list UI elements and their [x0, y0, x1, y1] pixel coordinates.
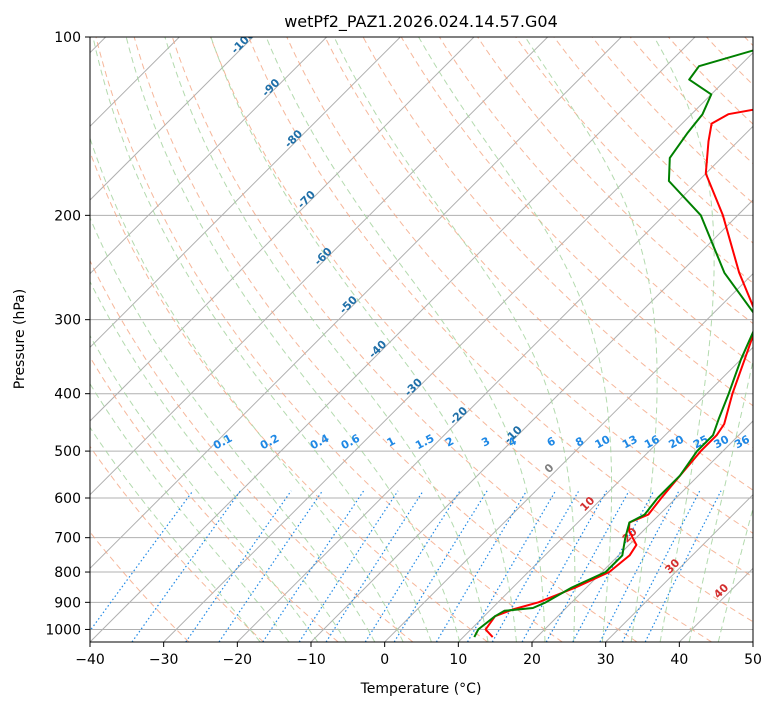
mixing-ratio-line [621, 490, 701, 642]
mixing-ratio-line [491, 490, 580, 642]
mixing-ratio-line [393, 490, 488, 642]
isotherm-line--90 [90, 37, 328, 275]
mixing-ratio-line [90, 490, 194, 632]
mixing-ratio-label: 30 [712, 433, 732, 452]
moist-adiabat-line [90, 136, 404, 642]
isotherm-line--60 [90, 37, 549, 496]
isotherm-line--70 [90, 37, 475, 422]
x-tick-label: −10 [296, 652, 326, 668]
y-tick-label: 700 [54, 531, 81, 547]
isotherm-line--20 [236, 125, 753, 642]
plot-frame [89, 36, 754, 643]
mixing-ratio-label: 20 [666, 433, 686, 452]
moist-adiabat-line [524, 37, 658, 642]
isotherm-line--100 [90, 37, 254, 201]
x-tick-label: −20 [223, 652, 253, 668]
mixing-ratio-line [545, 490, 630, 642]
dry-adiabat-line [324, 37, 753, 491]
y-tick-label: 600 [54, 491, 81, 507]
isotherm-line--30 [163, 51, 753, 642]
plot-area: -100-90-80-70-60-50-40-30-20-10 0.1 0.2 0.… [90, 37, 753, 642]
dry-adiabat-line [90, 445, 264, 642]
pressure-gridlines [90, 37, 753, 630]
moist-adiabat-line [653, 37, 715, 642]
isotherm-line-30 [605, 493, 753, 642]
y-tick-label: 800 [54, 565, 81, 581]
moist-adiabat-line [90, 334, 319, 642]
mixing-ratio-label: 13 [620, 433, 640, 452]
mixing-ratio-label: 16 [642, 433, 662, 452]
y-axis-ticks: 100 200 300 400 500 600 700 800 900 1000 [45, 30, 90, 638]
mixing-ratio-label: 10 [593, 433, 613, 452]
dry-adiabat-line [591, 37, 753, 204]
mixing-ratio-lines [90, 490, 722, 642]
x-tick-label: 0 [380, 652, 389, 668]
isotherm-line--80 [90, 37, 401, 349]
x-tick-label: 50 [744, 652, 762, 668]
isotherm-line-0 [384, 272, 753, 642]
moist-adiabat-line [688, 358, 753, 642]
isotherm-line-20 [531, 420, 753, 642]
moist-adiabat-line [164, 37, 489, 642]
mixing-ratio-line [131, 490, 241, 642]
x-axis-ticks: −40 −30 −20 −10 0 10 20 30 40 50 [75, 642, 762, 668]
dry-adiabat-line [362, 37, 753, 449]
moist-adiabat-line [125, 37, 461, 642]
isotherm-line--40 [90, 37, 696, 642]
dry-adiabat-line [477, 37, 753, 325]
isotherm-line--50 [90, 37, 622, 570]
temperature-profile-line [484, 108, 753, 638]
profile-series [473, 49, 753, 638]
moist-adiabat-line [92, 37, 432, 642]
mixing-ratio-line [599, 490, 680, 642]
moist-adiabat-line [90, 280, 347, 642]
y-axis-title: Pressure (hPa) [12, 289, 28, 389]
y-tick-label: 300 [54, 313, 81, 329]
x-tick-label: 40 [670, 652, 688, 668]
mixing-ratio-line [466, 490, 557, 642]
isotherm-line-10 [457, 346, 753, 642]
mixing-ratio-line [364, 490, 461, 642]
x-tick-label: −30 [149, 652, 179, 668]
y-tick-label: 500 [54, 444, 81, 460]
mixing-ratio-label: 36 [732, 433, 752, 452]
y-tick-label: 1000 [45, 622, 81, 638]
chart-title: wetPf2_PAZ1.2026.024.14.57.G04 [284, 12, 558, 32]
dry-adiabat-line [400, 37, 753, 407]
mixing-ratio-line [521, 490, 608, 642]
dry-adiabat-line [171, 37, 712, 642]
moist-adiabat-line [333, 37, 576, 642]
mixing-ratio-line [218, 490, 323, 642]
dry-adiabat-line [210, 37, 753, 623]
dry-adiabat-line [95, 37, 563, 642]
y-tick-label: 900 [54, 595, 81, 611]
dry-adiabat-line [90, 259, 414, 642]
dry-adiabat-lines [90, 37, 753, 642]
dry-adiabat-line [133, 37, 638, 642]
moist-adiabat-lines [90, 37, 753, 642]
moist-adiabat-line [90, 382, 290, 642]
moist-adiabat-line [90, 426, 261, 642]
dry-adiabat-line [248, 37, 753, 578]
moist-adiabat-line [717, 506, 753, 642]
y-tick-label: 200 [54, 208, 81, 224]
x-axis-title: Temperature (°C) [360, 681, 482, 697]
mixing-ratio-line [435, 490, 528, 642]
mixing-ratio-line [644, 490, 722, 642]
x-tick-label: 20 [523, 652, 541, 668]
moist-adiabat-line [210, 37, 517, 642]
dry-adiabat-line [629, 37, 753, 165]
x-tick-label: 10 [449, 652, 467, 668]
moist-adiabat-line [418, 37, 613, 642]
y-tick-label: 400 [54, 387, 81, 403]
y-tick-label: 100 [54, 30, 81, 46]
isotherm-lines [90, 37, 753, 642]
x-tick-label: 30 [597, 652, 615, 668]
dry-adiabat-line [515, 37, 753, 284]
moist-adiabat-line [90, 216, 376, 642]
dewpoint-profile-line [473, 49, 753, 638]
x-tick-label: −40 [75, 652, 105, 668]
